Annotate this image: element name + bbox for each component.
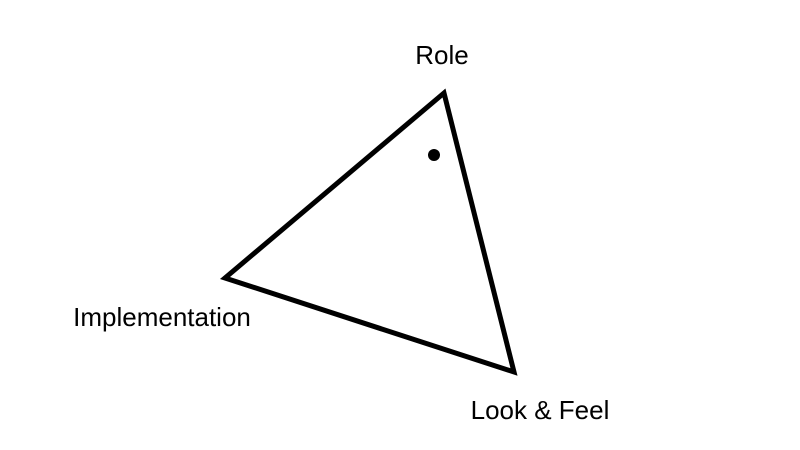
triangle-outline bbox=[219, 88, 518, 376]
vertex-label-implementation: Implementation bbox=[73, 302, 251, 332]
position-marker-dot bbox=[428, 149, 440, 161]
vertex-label-look-and-feel: Look & Feel bbox=[470, 395, 610, 425]
vertex-label-role: Role bbox=[415, 40, 469, 70]
